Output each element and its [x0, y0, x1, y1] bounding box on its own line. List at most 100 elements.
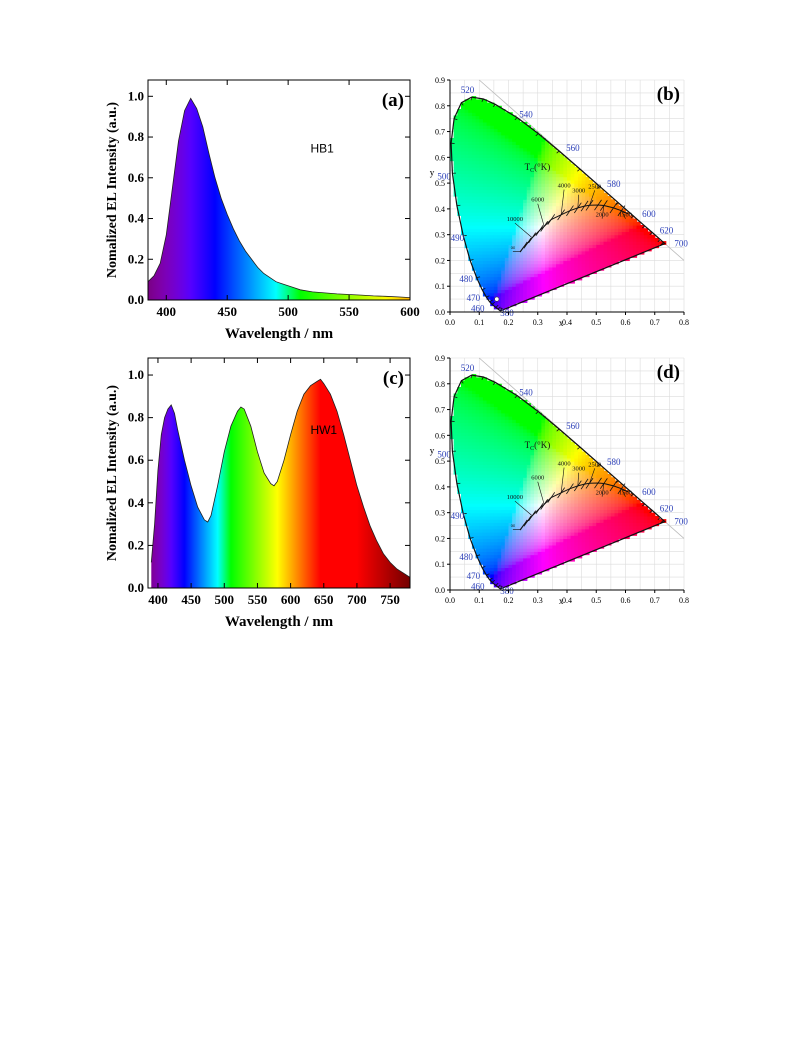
gamut-cell [596, 470, 601, 475]
gamut-cell [479, 221, 484, 226]
gamut-cell [475, 435, 480, 440]
iso-cct-line [519, 519, 528, 531]
gamut-cell [479, 377, 484, 382]
gamut-cell [570, 464, 575, 469]
gamut-cell [588, 260, 594, 265]
gamut-cell [519, 541, 524, 546]
gamut-cell [556, 499, 561, 504]
gamut-cell [501, 144, 506, 149]
gamut-cell [541, 448, 546, 453]
gamut-cell [519, 486, 524, 491]
gamut-cell [537, 266, 543, 271]
gamut-cell [534, 535, 539, 540]
gamut-cell [464, 387, 469, 391]
gamut-cell [570, 247, 575, 252]
locus-label: 600 [642, 209, 656, 219]
gamut-cell [581, 196, 586, 200]
gamut-cell [497, 125, 502, 129]
gamut-cell [530, 425, 535, 430]
gamut-cell [563, 215, 568, 220]
gamut-cell [526, 283, 532, 287]
gamut-cell [530, 147, 535, 152]
gamut-cell [464, 147, 469, 152]
gamut-cell [471, 528, 477, 533]
gamut-cell [537, 490, 543, 494]
gamut-cell [490, 147, 495, 152]
gamut-cell [486, 486, 491, 491]
gamut-cell [552, 425, 557, 430]
gamut-cell [475, 522, 480, 527]
gamut-cell [603, 237, 608, 242]
gamut-cell [475, 99, 480, 104]
gamut-cell [552, 506, 557, 511]
gamut-cell [556, 202, 561, 207]
gamut-cell [512, 573, 517, 578]
gamut-cell [497, 221, 502, 226]
gamut-cell [519, 499, 524, 504]
gamut-cell [607, 231, 612, 236]
gamut-cell [508, 544, 513, 549]
gamut-cell [508, 564, 513, 569]
gamut-cell [581, 503, 586, 507]
gamut-cell [523, 225, 528, 229]
gamut-cell [574, 532, 579, 536]
gamut-cell [486, 496, 491, 501]
gamut-cell [585, 225, 590, 229]
gamut-cell [614, 237, 619, 242]
gamut-cell [545, 480, 550, 485]
gamut-cell [515, 577, 521, 581]
gamut-cell [497, 422, 502, 427]
gamut-cell [537, 496, 543, 501]
gamut-cell [636, 522, 641, 527]
gamut-cell [512, 154, 517, 158]
gamut-cell [607, 496, 612, 501]
gamut-cell [471, 399, 477, 404]
gamut-cell [581, 551, 586, 556]
gamut-cell [504, 474, 510, 478]
gamut-cell [537, 189, 543, 194]
gamut-cell [585, 532, 590, 536]
gamut-cell [523, 419, 528, 424]
gamut-cell [577, 544, 583, 549]
gamut-cell [515, 257, 521, 262]
gamut-cell [471, 454, 477, 459]
gamut-cell [486, 464, 491, 469]
gamut-cell [581, 528, 586, 533]
gamut-cell [475, 496, 480, 501]
gamut-cell [471, 470, 477, 475]
gamut-cell [530, 567, 535, 572]
gamut-cell [552, 199, 557, 204]
gamut-cell [457, 163, 462, 168]
gamut-cell [588, 250, 594, 255]
gamut-cell [493, 557, 499, 562]
gamut-cell [603, 480, 608, 485]
gamut-cell [545, 208, 550, 213]
gamut-cell [523, 186, 528, 191]
gamut-cell [508, 428, 513, 433]
gamut-cell [479, 128, 484, 133]
gamut-cell [567, 538, 572, 543]
gamut-cell [471, 457, 477, 462]
gamut-cell [629, 254, 634, 258]
gamut-cell [519, 464, 524, 469]
gamut-cell [490, 493, 495, 498]
gamut-cell [501, 231, 506, 236]
gamut-cell [501, 509, 506, 514]
locus-tick [495, 304, 499, 308]
gamut-cell [475, 138, 480, 142]
gamut-cell [585, 189, 590, 194]
gamut-cell [541, 173, 546, 178]
gamut-cell [457, 134, 462, 139]
gamut-cell [523, 464, 528, 469]
gamut-cell [526, 538, 532, 543]
gamut-cell [592, 506, 597, 511]
gamut-cell [581, 515, 586, 520]
gamut-cell [534, 564, 539, 569]
gamut-cell [475, 176, 480, 181]
gamut-cell [537, 192, 543, 197]
gamut-cell [508, 196, 513, 200]
gamut-cell [490, 167, 495, 171]
gamut-cell [556, 454, 561, 459]
gamut-cell [596, 221, 601, 226]
gamut-cell [475, 493, 480, 498]
